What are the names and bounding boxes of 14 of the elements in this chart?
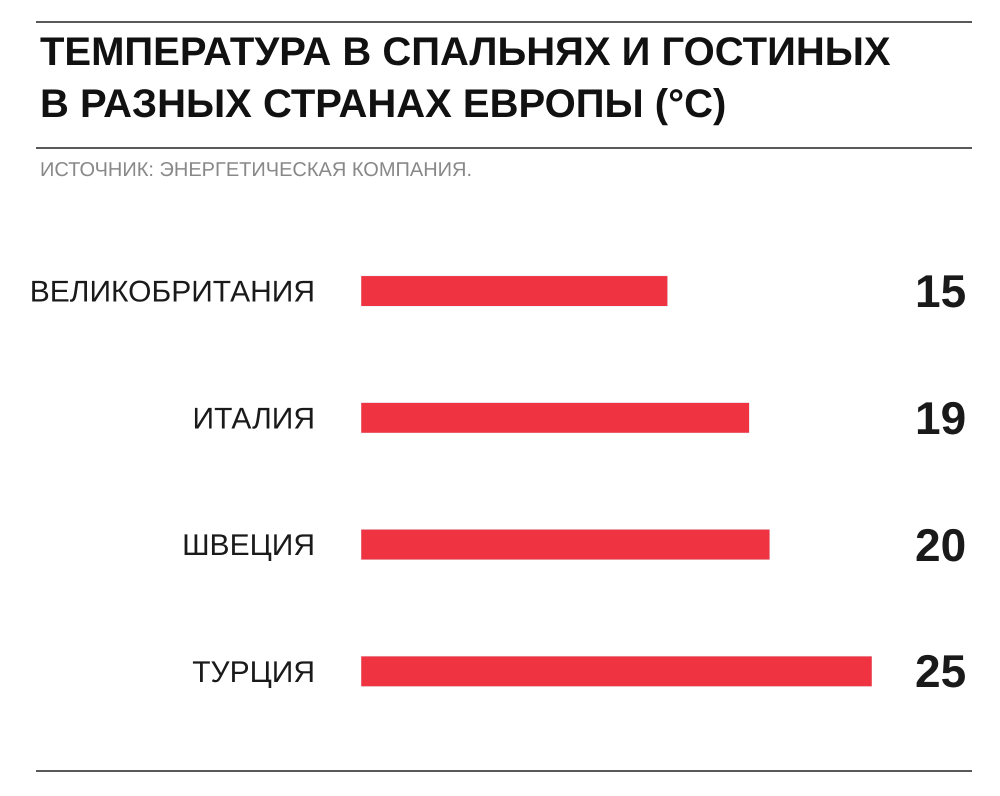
bar <box>361 276 668 306</box>
data-label: 15 <box>915 265 966 317</box>
bar <box>361 402 750 434</box>
chart-title: ТЕМПЕРАТУРА В СПАЛЬНЯХ И ГОСТИНЫХ В РАЗНЫХ СТРАНАХ ЕВРОПЫ (°C) <box>40 30 891 126</box>
y-tick-label: ВЕЛИКОБРИТАНИЯ <box>30 276 315 309</box>
y-tick-label: ИТАЛИЯ <box>192 402 315 436</box>
bar <box>361 529 770 560</box>
data-label: 20 <box>915 519 966 571</box>
y-tick-label: ШВЕЦИЯ <box>182 529 315 562</box>
y-tick-label: ТУРЦИЯ <box>192 656 315 689</box>
data-label: 19 <box>915 392 966 444</box>
text: ИСТОЧНИК: ЭНЕРГЕТИЧЕСКАЯ КОМПАНИЯ. <box>40 159 472 181</box>
data-label: 25 <box>915 645 966 697</box>
bar <box>361 656 872 687</box>
